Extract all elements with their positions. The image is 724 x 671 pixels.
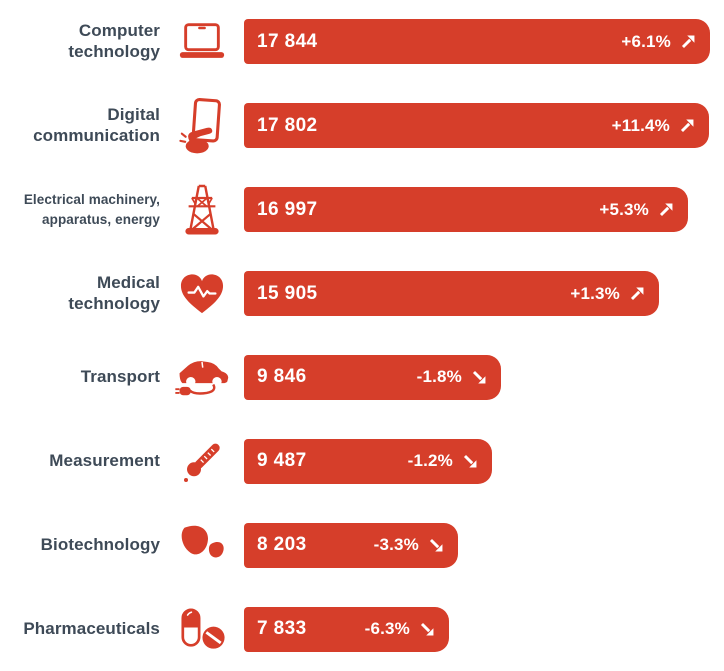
chart-row: Biotechnology 8 203 -3.3% <box>0 503 724 587</box>
change-indicator: -6.3% <box>365 619 436 639</box>
chart-row: Pharmaceuticals 7 833 -6.3% <box>0 587 724 671</box>
trend-down-icon <box>472 370 486 384</box>
change-indicator: +1.3% <box>570 284 646 304</box>
bar: 7 833 -6.3% <box>244 606 449 652</box>
bar-value: 17 844 <box>257 30 318 52</box>
bar-track: 17 802 +11.4% <box>244 103 724 149</box>
bar-track: 9 487 -1.2% <box>244 438 724 484</box>
smartphone-touch-icon <box>160 97 244 154</box>
chart-row: Computer technology 17 844 +6.1% <box>0 0 724 84</box>
electric-car-icon <box>160 353 244 401</box>
change-label: -3.3% <box>373 535 419 555</box>
change-indicator: +11.4% <box>612 116 696 136</box>
bar-track: 17 844 +6.1% <box>244 19 724 65</box>
change-label: -6.3% <box>364 619 410 639</box>
bar-track: 7 833 -6.3% <box>244 606 724 652</box>
change-label: +1.3% <box>570 283 620 303</box>
category-label: Electrical machinery, apparatus, energy <box>23 192 160 227</box>
chart-row: Electrical machinery, apparatus, energy … <box>0 168 724 252</box>
bar-value: 7 833 <box>257 618 307 640</box>
change-indicator: -1.8% <box>417 367 488 387</box>
bar: 17 802 +11.4% <box>244 103 709 149</box>
category-label: Digital communication <box>33 105 160 145</box>
chart-row: Measurement 9 487 -1.2% <box>0 419 724 503</box>
power-pylon-icon <box>160 182 244 238</box>
trend-up-icon <box>659 203 673 217</box>
bar: 8 203 -3.3% <box>244 522 458 568</box>
change-indicator: -3.3% <box>374 535 445 555</box>
bar-value: 9 846 <box>257 366 307 388</box>
category-label: Biotechnology <box>40 534 160 554</box>
bar: 16 997 +5.3% <box>244 187 688 233</box>
bar: 9 846 -1.8% <box>244 354 501 400</box>
bar-track: 16 997 +5.3% <box>244 187 724 233</box>
bar: 17 844 +6.1% <box>244 19 710 65</box>
laptop-icon <box>160 21 244 63</box>
change-label: -1.8% <box>416 367 462 387</box>
change-label: -1.2% <box>407 451 453 471</box>
category-label: Pharmaceuticals <box>23 618 160 638</box>
change-label: +6.1% <box>621 31 671 51</box>
bar: 9 487 -1.2% <box>244 438 492 484</box>
change-label: +11.4% <box>611 115 670 135</box>
category-label: Medical technology <box>68 272 160 313</box>
thermometer-icon <box>160 436 244 486</box>
chart-row: Digital communication 17 802 +11.4% <box>0 84 724 168</box>
chart-row: Transport 9 846 -1.8% <box>0 336 724 420</box>
change-indicator: +6.1% <box>621 32 697 52</box>
bar-track: 8 203 -3.3% <box>244 522 724 568</box>
trend-down-icon <box>420 622 434 636</box>
category-label: Measurement <box>49 450 160 470</box>
category-label: Transport <box>80 367 160 387</box>
heart-pulse-icon <box>160 272 244 316</box>
change-indicator: -1.2% <box>408 451 479 471</box>
bar-value: 16 997 <box>257 198 318 220</box>
bar-value: 15 905 <box>257 282 318 304</box>
bar-value: 17 802 <box>257 114 318 136</box>
chart-row: Medical technology 15 905 +1.3% <box>0 252 724 336</box>
change-indicator: +5.3% <box>599 200 675 220</box>
trend-down-icon <box>463 454 477 468</box>
trend-up-icon <box>681 35 695 49</box>
bar-track: 15 905 +1.3% <box>244 271 724 317</box>
bar-track: 9 846 -1.8% <box>244 354 724 400</box>
category-label: Computer technology <box>68 21 160 61</box>
bar-value: 8 203 <box>257 534 307 556</box>
bar: 15 905 +1.3% <box>244 271 659 317</box>
trend-down-icon <box>429 538 443 552</box>
change-label: +5.3% <box>599 199 649 219</box>
trend-up-icon <box>680 119 694 133</box>
bar-value: 9 487 <box>257 450 307 472</box>
pills-icon <box>160 605 244 653</box>
trend-up-icon <box>630 287 644 301</box>
leaves-icon <box>160 522 244 568</box>
